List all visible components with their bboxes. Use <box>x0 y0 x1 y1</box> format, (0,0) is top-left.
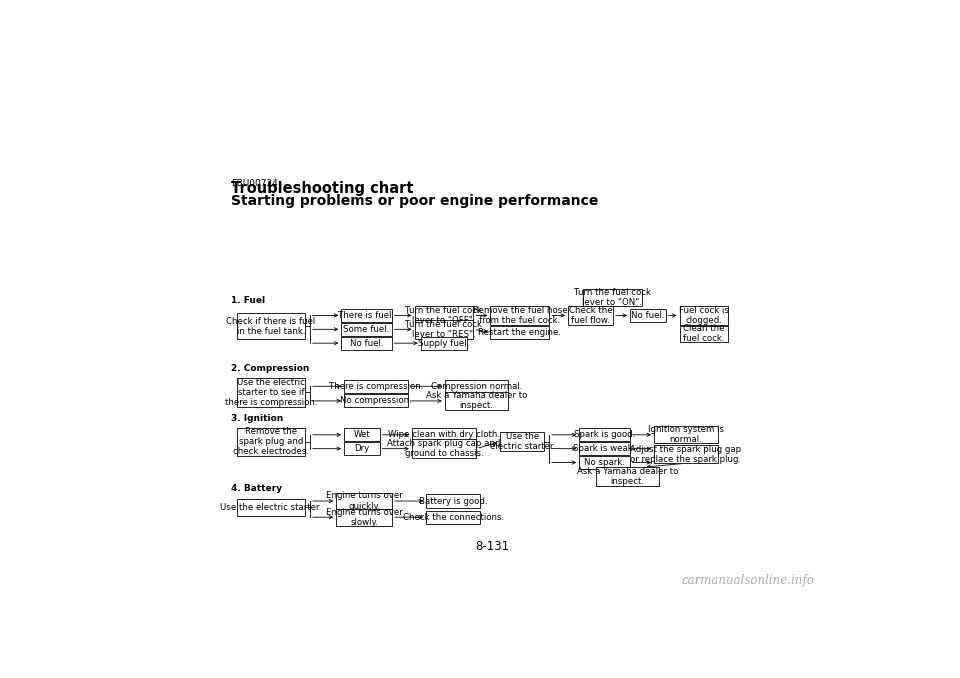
FancyBboxPatch shape <box>344 395 408 407</box>
FancyBboxPatch shape <box>420 336 468 350</box>
FancyBboxPatch shape <box>344 428 379 441</box>
FancyBboxPatch shape <box>579 456 630 469</box>
FancyBboxPatch shape <box>336 492 392 509</box>
Text: Use the electric
starter to see if
there is compression.: Use the electric starter to see if there… <box>225 378 318 407</box>
Text: Troubleshooting chart: Troubleshooting chart <box>230 181 414 196</box>
FancyBboxPatch shape <box>491 306 549 325</box>
Text: Ask a Yamaha dealer to
inspect.: Ask a Yamaha dealer to inspect. <box>577 467 679 486</box>
Text: carmanualsonline.info: carmanualsonline.info <box>682 574 814 587</box>
FancyBboxPatch shape <box>500 433 544 451</box>
FancyBboxPatch shape <box>415 306 473 325</box>
FancyBboxPatch shape <box>336 508 392 525</box>
FancyBboxPatch shape <box>237 499 305 516</box>
FancyBboxPatch shape <box>680 326 728 342</box>
FancyBboxPatch shape <box>344 442 379 455</box>
FancyBboxPatch shape <box>412 428 476 441</box>
Text: Use the electric starter.: Use the electric starter. <box>221 502 322 512</box>
Text: Restart the engine.: Restart the engine. <box>478 328 562 337</box>
Text: Remove the fuel hose
from the fuel cock.: Remove the fuel hose from the fuel cock. <box>472 306 567 325</box>
Text: Fuel cock is
clogged.: Fuel cock is clogged. <box>679 306 729 325</box>
Text: Supply fuel.: Supply fuel. <box>419 338 469 348</box>
Text: Remove the
spark plug and
check electrodes.: Remove the spark plug and check electrod… <box>233 427 309 456</box>
Text: Engine turns over
slowly.: Engine turns over slowly. <box>325 508 402 527</box>
Text: Turn the fuel cock
lever to "OFF".: Turn the fuel cock lever to "OFF". <box>405 306 483 325</box>
Text: No fuel.: No fuel. <box>631 311 664 320</box>
FancyBboxPatch shape <box>579 442 630 455</box>
FancyBboxPatch shape <box>654 445 717 463</box>
Text: No spark.: No spark. <box>584 458 625 467</box>
FancyBboxPatch shape <box>568 306 612 325</box>
Text: Adjust the spark plug gap
or replace the spark plug.: Adjust the spark plug gap or replace the… <box>630 445 741 464</box>
FancyBboxPatch shape <box>444 392 508 410</box>
Text: No compression.: No compression. <box>340 397 412 405</box>
Text: There is compression.: There is compression. <box>328 382 423 391</box>
FancyBboxPatch shape <box>444 380 508 393</box>
FancyBboxPatch shape <box>344 380 408 393</box>
Text: Check the connections.: Check the connections. <box>402 513 504 521</box>
FancyBboxPatch shape <box>341 336 392 350</box>
Text: Starting problems or poor engine performance: Starting problems or poor engine perform… <box>230 195 598 208</box>
Text: 8-131: 8-131 <box>475 540 509 553</box>
Text: Some fuel.: Some fuel. <box>344 325 390 334</box>
Text: 3. Ignition: 3. Ignition <box>230 414 283 423</box>
FancyBboxPatch shape <box>237 378 305 407</box>
Text: 2. Compression: 2. Compression <box>230 364 309 373</box>
Text: Check if there is fuel
in the fuel tank.: Check if there is fuel in the fuel tank. <box>227 317 316 336</box>
FancyBboxPatch shape <box>654 426 717 443</box>
FancyBboxPatch shape <box>237 313 305 339</box>
Text: Clean the
fuel cock.: Clean the fuel cock. <box>683 324 725 344</box>
Text: 1. Fuel: 1. Fuel <box>230 296 265 305</box>
FancyBboxPatch shape <box>630 309 665 322</box>
FancyBboxPatch shape <box>341 309 392 322</box>
Text: Engine turns over
quickly.: Engine turns over quickly. <box>325 492 402 511</box>
FancyBboxPatch shape <box>426 494 480 508</box>
Text: Battery is good.: Battery is good. <box>419 496 488 506</box>
Text: EBU00724: EBU00724 <box>230 178 277 188</box>
FancyBboxPatch shape <box>426 511 480 523</box>
FancyBboxPatch shape <box>415 320 473 338</box>
Text: Turn the fuel cock
lever to "ON".: Turn the fuel cock lever to "ON". <box>574 288 651 307</box>
Text: Spark is weak.: Spark is weak. <box>573 444 636 453</box>
Text: Ask a Yamaha dealer to
inspect.: Ask a Yamaha dealer to inspect. <box>426 391 527 410</box>
Text: Dry: Dry <box>354 444 370 453</box>
Text: There is fuel.: There is fuel. <box>338 311 395 320</box>
Text: Spark is good.: Spark is good. <box>574 431 635 439</box>
FancyBboxPatch shape <box>237 428 305 456</box>
FancyBboxPatch shape <box>412 439 476 458</box>
FancyBboxPatch shape <box>596 467 660 485</box>
Text: Ignition system is
normal.: Ignition system is normal. <box>648 425 724 444</box>
Text: Attach spark plug cap and
ground to chassis.: Attach spark plug cap and ground to chas… <box>387 439 500 458</box>
Text: Wipe clean with dry cloth.: Wipe clean with dry cloth. <box>388 431 500 439</box>
Text: No fuel.: No fuel. <box>349 338 383 348</box>
FancyBboxPatch shape <box>680 306 728 325</box>
Text: Check the
fuel flow.: Check the fuel flow. <box>568 306 612 325</box>
FancyBboxPatch shape <box>341 323 392 336</box>
FancyBboxPatch shape <box>579 428 630 441</box>
Text: Use the
electric starter.: Use the electric starter. <box>490 432 555 452</box>
FancyBboxPatch shape <box>491 326 549 339</box>
Text: Compression normal.: Compression normal. <box>431 382 522 391</box>
Text: Turn the fuel cock
lever to "RES".: Turn the fuel cock lever to "RES". <box>405 320 483 339</box>
FancyBboxPatch shape <box>583 290 641 306</box>
Text: 4. Battery: 4. Battery <box>230 483 282 492</box>
Text: Wet: Wet <box>353 431 371 439</box>
